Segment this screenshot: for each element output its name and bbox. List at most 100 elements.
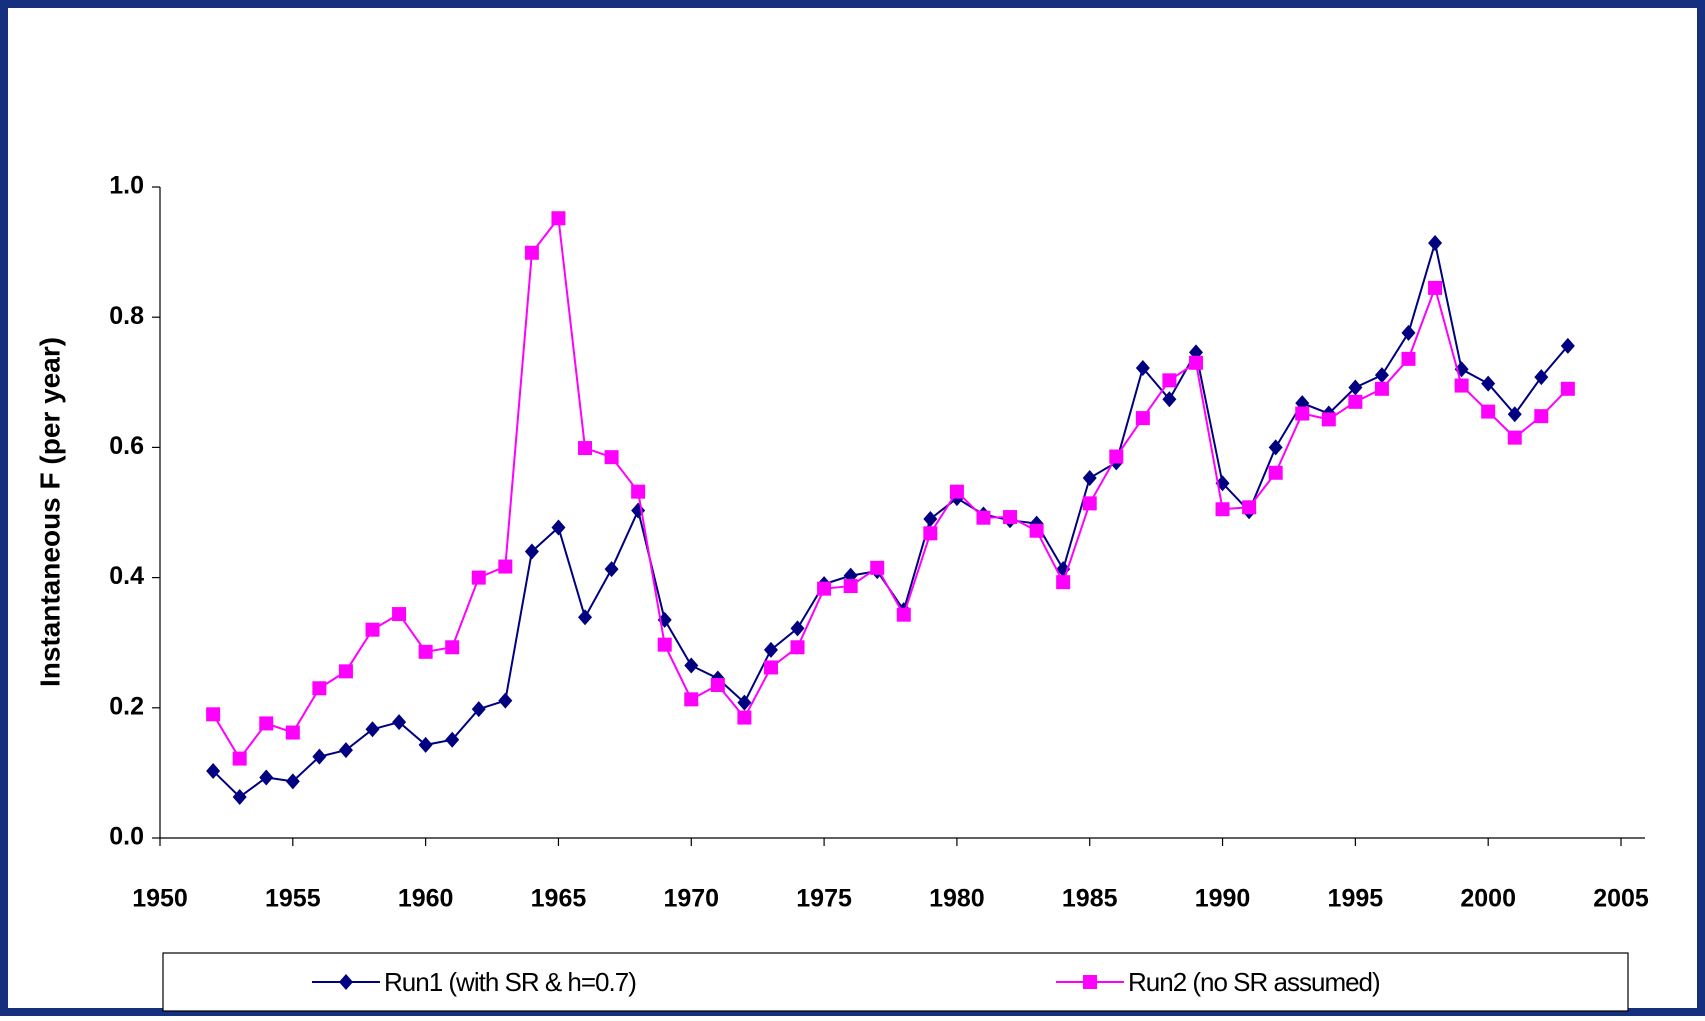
data-point — [206, 707, 221, 722]
legend-marker — [1083, 975, 1097, 989]
y-tick-label: 0.8 — [109, 302, 144, 330]
x-tick-label: 1960 — [398, 885, 454, 913]
data-point — [790, 640, 805, 655]
data-point — [657, 637, 672, 652]
data-point — [578, 609, 593, 626]
data-point — [684, 692, 699, 707]
data-point — [604, 561, 619, 578]
legend-box — [162, 952, 1629, 1012]
data-point — [232, 788, 247, 805]
data-point — [923, 526, 938, 541]
data-point — [737, 710, 752, 725]
y-tick-label: 1.0 — [109, 172, 144, 200]
data-point — [1082, 469, 1097, 486]
data-point — [1135, 411, 1150, 426]
data-point — [1454, 378, 1469, 393]
data-point — [1428, 234, 1443, 251]
data-point — [1481, 375, 1496, 392]
y-axis-label: Instantaneous F (per year) — [34, 337, 65, 687]
data-point — [1295, 406, 1310, 421]
x-tick-label: 2005 — [1593, 885, 1649, 913]
data-point — [1374, 381, 1389, 396]
x-tick-label: 1990 — [1195, 885, 1251, 913]
data-point — [1321, 412, 1336, 427]
data-point — [392, 607, 407, 622]
data-point — [206, 762, 221, 779]
data-point — [1560, 337, 1575, 354]
data-point — [551, 211, 566, 226]
data-point — [763, 660, 778, 675]
y-tick-label: 0.4 — [109, 562, 144, 590]
data-point — [763, 641, 778, 658]
data-point — [843, 579, 858, 594]
data-point — [896, 607, 911, 622]
data-point — [1507, 406, 1522, 423]
data-point — [392, 714, 407, 731]
data-point — [870, 560, 885, 575]
data-point — [710, 678, 725, 693]
data-point — [524, 245, 539, 260]
data-point — [312, 748, 327, 765]
data-point — [737, 694, 752, 711]
data-point — [365, 622, 380, 637]
series-line — [212, 215, 1569, 761]
data-point — [1481, 404, 1496, 419]
data-point — [365, 721, 380, 738]
data-point — [418, 644, 433, 659]
data-point — [498, 559, 513, 574]
data-point — [1401, 324, 1416, 341]
data-point — [1428, 280, 1443, 295]
data-point — [923, 511, 938, 528]
data-point — [285, 725, 300, 740]
data-point — [1268, 465, 1283, 480]
data-point — [498, 692, 513, 709]
data-point — [524, 543, 539, 560]
data-point — [259, 716, 274, 731]
data-point — [445, 731, 460, 748]
data-point — [1534, 409, 1549, 424]
data-point — [285, 773, 300, 790]
data-point — [471, 570, 486, 585]
x-tick-label: 1985 — [1062, 885, 1118, 913]
x-tick-label: 1970 — [663, 885, 719, 913]
data-point — [1162, 391, 1177, 408]
data-point — [1374, 367, 1389, 384]
data-point — [1560, 381, 1575, 396]
x-tick-label: 1950 — [132, 885, 188, 913]
data-point — [1003, 510, 1018, 525]
x-tick-label: 1995 — [1328, 885, 1384, 913]
data-point — [1162, 373, 1177, 388]
data-point — [1534, 369, 1549, 386]
data-point — [1215, 502, 1230, 517]
data-point — [1268, 439, 1283, 456]
data-point — [578, 441, 593, 456]
data-point — [312, 681, 327, 696]
data-point — [1348, 379, 1363, 396]
data-point — [1242, 500, 1257, 515]
legend-marker — [339, 974, 353, 990]
y-tick-label: 0.0 — [109, 823, 144, 851]
data-point — [418, 736, 433, 753]
data-point — [976, 510, 991, 525]
data-point — [1029, 523, 1044, 538]
x-tick-label: 1980 — [929, 885, 985, 913]
data-point — [1348, 394, 1363, 409]
data-point — [232, 751, 247, 766]
y-tick-label: 0.2 — [109, 692, 144, 720]
data-point — [1056, 575, 1071, 590]
data-point — [338, 742, 353, 759]
legend-label: Run1 (with SR & h=0.7) — [384, 967, 636, 997]
data-point — [684, 657, 699, 674]
data-point — [445, 640, 460, 655]
data-point — [1082, 496, 1097, 511]
data-point — [1109, 449, 1124, 464]
x-tick-label: 1955 — [265, 885, 321, 913]
x-tick-label: 1965 — [531, 885, 587, 913]
y-tick-label: 0.6 — [109, 432, 144, 460]
data-point — [471, 701, 486, 718]
data-point — [1188, 355, 1203, 370]
data-point — [1135, 359, 1150, 376]
data-point — [949, 484, 964, 499]
